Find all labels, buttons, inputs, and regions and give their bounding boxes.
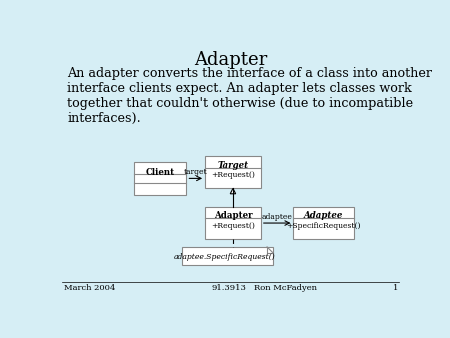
Bar [205,156,261,188]
Bar [293,207,354,239]
Text: Client: Client [145,168,175,177]
Text: +SpecificRequest(): +SpecificRequest() [286,221,361,230]
Text: Adapter: Adapter [194,51,267,69]
Text: +Request(): +Request() [211,221,255,230]
Text: 91.3913: 91.3913 [211,284,246,292]
Bar [182,247,273,265]
Text: Target: Target [217,161,248,170]
Bar [134,162,186,195]
Polygon shape [230,188,236,194]
Text: Adaptee: Adaptee [304,212,343,220]
Text: Ron McFadyen: Ron McFadyen [254,284,317,292]
Bar [205,207,261,239]
Text: Adapter: Adapter [214,212,252,220]
Text: target: target [184,168,207,176]
Text: March 2004: March 2004 [64,284,115,292]
Text: adaptee: adaptee [262,213,292,221]
Text: adaptee.SpecificRequest(): adaptee.SpecificRequest() [174,253,275,261]
Text: 1: 1 [393,284,399,292]
Text: An adapter converts the interface of a class into another
interface clients expe: An adapter converts the interface of a c… [67,67,432,125]
Text: +Request(): +Request() [211,171,255,179]
